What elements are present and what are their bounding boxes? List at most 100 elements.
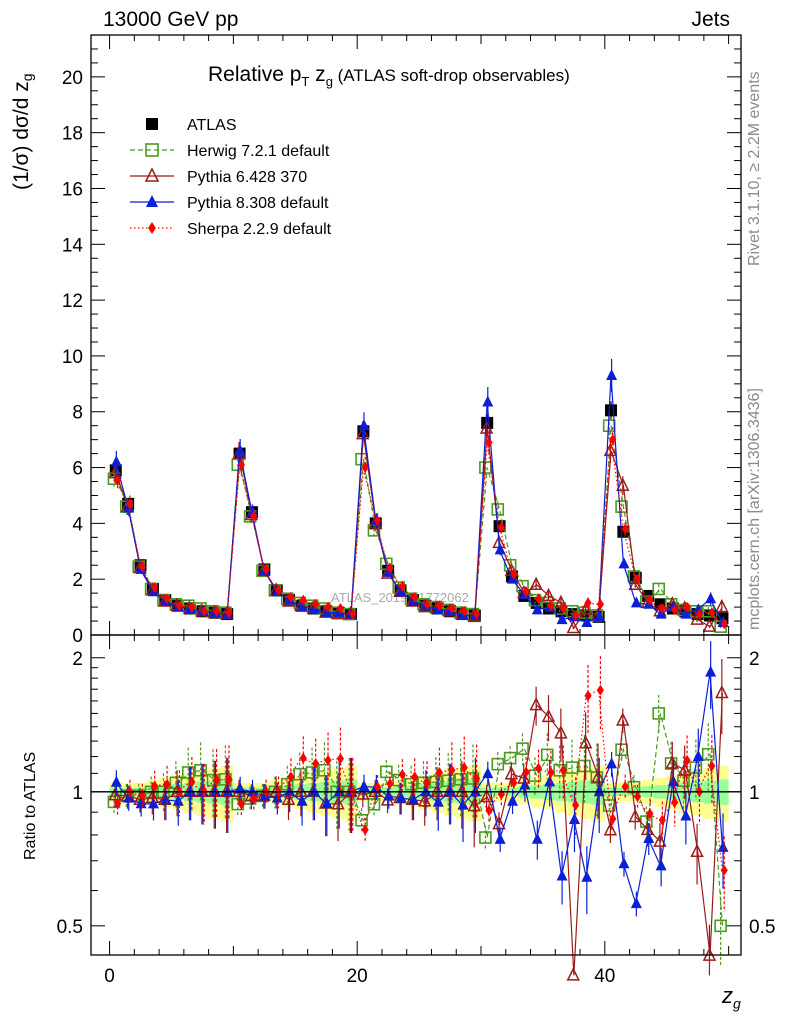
- legend-entry-0: ATLAS: [146, 117, 237, 134]
- point-4-32: [510, 568, 518, 580]
- ratio-point-4-32: [510, 777, 518, 789]
- ratio-point-3-6: [185, 785, 197, 797]
- ratio-point-4-16: [312, 757, 320, 769]
- point-4-36: [559, 602, 567, 614]
- x-axis-label: zg: [722, 983, 741, 1011]
- ratio-point-4-3: [151, 780, 159, 792]
- point-4-10: [237, 459, 245, 471]
- point-4-47: [695, 608, 704, 620]
- point-3-32: [507, 572, 519, 584]
- ratio-point-3-48: [705, 665, 717, 677]
- x-axis-label-sub: g: [733, 995, 741, 1012]
- ratio-point-4-33: [522, 766, 530, 778]
- point-4-20: [361, 462, 369, 474]
- ratio-point-2-49: [715, 684, 729, 699]
- legend-label-3: Pythia 8.308 default: [187, 195, 329, 212]
- xtick-label-20: 20: [347, 966, 368, 987]
- ratio-point-4-26: [435, 766, 444, 778]
- ytick-label-20: 20: [62, 68, 83, 89]
- point-3-42: [630, 596, 642, 608]
- ratio-point-4-18: [336, 753, 344, 765]
- ratio-point-3-49: [717, 840, 729, 852]
- legend-marker-2: [144, 167, 160, 182]
- ratio-ytick-label-r-2: 2: [749, 649, 760, 670]
- ratio-point-1-47: [689, 761, 703, 774]
- point-3-10: [234, 444, 246, 456]
- ratio-point-2-34: [529, 696, 543, 711]
- point-4-2: [138, 561, 146, 573]
- ytick-label-6: 6: [72, 459, 83, 480]
- ratio-point-4-37: [572, 799, 580, 811]
- ratio-point-4-38: [584, 690, 592, 702]
- point-4-38: [584, 597, 592, 609]
- ratio-point-3-0: [110, 775, 122, 787]
- point-4-45: [671, 604, 679, 616]
- ratio-ytick-label-r-0.5: 0.5: [749, 917, 775, 938]
- point-0-40: [605, 404, 617, 417]
- point-4-6: [188, 601, 196, 613]
- ratio-point-1-48: [701, 747, 715, 761]
- ratio-point-4-15: [299, 752, 307, 764]
- energy-label: 13000 GeV pp: [103, 8, 239, 31]
- ytick-label-0: 0: [72, 626, 83, 647]
- ratio-point-2-39: [591, 769, 605, 783]
- point-4-12: [262, 563, 270, 575]
- ratio-point-3-3: [148, 797, 160, 809]
- series-ratio-2: [108, 659, 729, 981]
- ratio-point-3-42: [630, 897, 642, 909]
- point-3-40: [606, 368, 618, 380]
- point-4-30: [485, 436, 493, 448]
- ratio-point-4-0: [113, 798, 122, 810]
- point-4-4: [163, 593, 171, 605]
- point-4-43: [646, 594, 654, 606]
- ratio-point-3-13: [271, 791, 283, 803]
- ratio-ytick-label-2: 2: [72, 649, 83, 670]
- ratio-point-1-37: [565, 761, 579, 774]
- ratio-point-4-25: [423, 777, 431, 789]
- ytick-label-12: 12: [62, 291, 83, 312]
- ratio-point-4-49: [720, 864, 728, 876]
- process-label: Jets: [691, 8, 730, 31]
- point-3-0: [110, 455, 122, 467]
- ratio-point-4-48: [708, 760, 716, 772]
- ratio-point-3-44: [655, 859, 667, 871]
- ratio-point-4-34: [534, 762, 543, 774]
- ratio-point-4-10: [237, 798, 245, 810]
- point-4-17: [324, 601, 332, 613]
- ratio-point-4-21: [373, 781, 382, 793]
- point-4-25: [423, 598, 431, 610]
- ytick-label-16: 16: [62, 179, 83, 200]
- ratio-point-4-17: [324, 754, 332, 766]
- ratio-point-4-24: [411, 771, 419, 783]
- ratio-point-4-42: [633, 791, 642, 803]
- ratio-panel: [91, 641, 741, 981]
- point-2-38: [578, 601, 593, 616]
- point-4-40: [609, 434, 617, 446]
- ratio-point-4-46: [683, 754, 691, 766]
- ratio-point-1-31: [491, 757, 505, 771]
- legend: ATLAS Herwig 7.2.1 default Pythia 6.428 37…: [130, 117, 332, 238]
- point-3-39: [593, 610, 605, 622]
- point-4-22: [386, 562, 394, 574]
- ratio-point-4-36: [559, 764, 567, 776]
- ratio-point-3-39: [593, 785, 605, 797]
- ratio-point-3-9: [222, 785, 234, 797]
- ytick-label-2: 2: [72, 570, 83, 591]
- ratio-point-2-38: [578, 735, 593, 749]
- ratio-point-4-35: [547, 766, 555, 778]
- ratio-point-4-14: [287, 771, 295, 783]
- ratio-point-1-32: [503, 751, 517, 765]
- point-4-39: [596, 598, 604, 610]
- ratio-point-1-44: [652, 707, 666, 720]
- ratio-point-3-17: [321, 797, 333, 809]
- main-panel: [107, 358, 729, 634]
- point-4-33: [522, 586, 530, 598]
- xtick-label-40: 40: [594, 966, 615, 987]
- legend-entry-4: Sherpa 2.2.9 default: [130, 221, 332, 238]
- point-4-14: [287, 591, 295, 603]
- point-2-34: [529, 576, 543, 591]
- ratio-point-4-4: [163, 778, 171, 790]
- ratio-point-3-22: [383, 789, 395, 801]
- point-3-31: [494, 543, 506, 555]
- ratio-point-2-42: [628, 808, 642, 823]
